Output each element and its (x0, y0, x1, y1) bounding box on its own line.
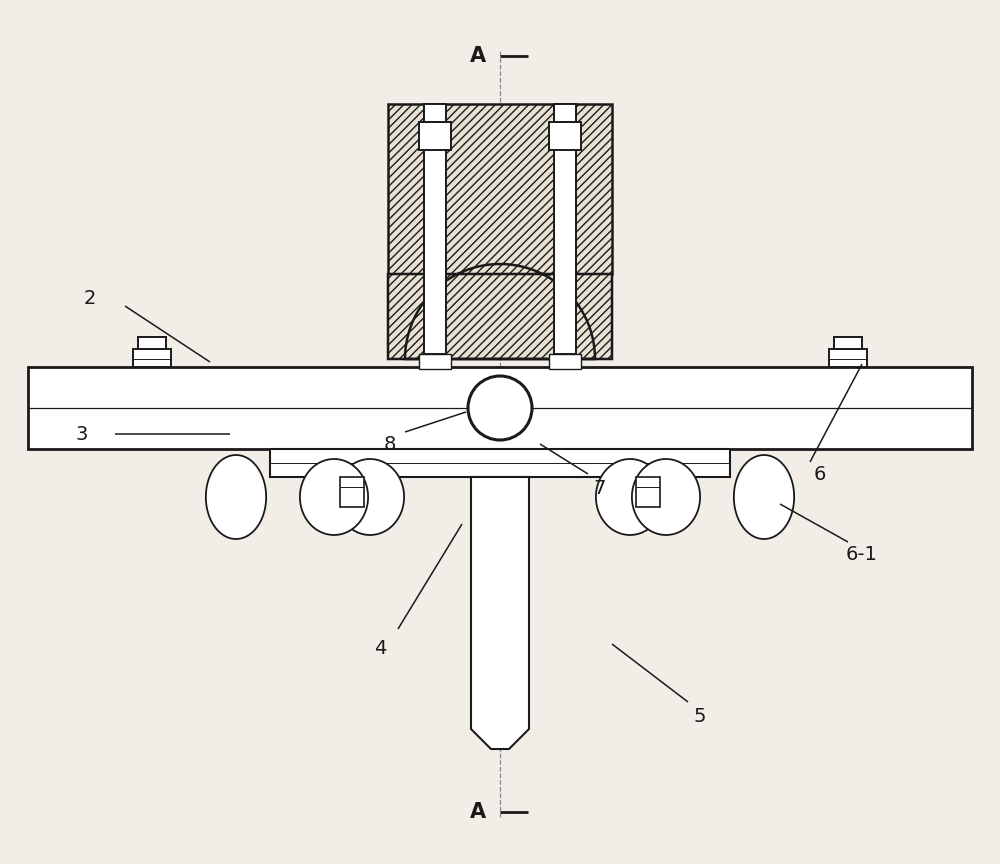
Polygon shape (829, 349, 867, 367)
Polygon shape (549, 122, 581, 150)
Text: 7: 7 (594, 480, 606, 499)
Polygon shape (336, 459, 404, 535)
Polygon shape (596, 459, 664, 535)
Polygon shape (632, 459, 700, 535)
Polygon shape (554, 104, 576, 354)
Polygon shape (138, 337, 166, 349)
Polygon shape (471, 477, 529, 749)
Polygon shape (424, 104, 446, 122)
Polygon shape (388, 264, 612, 359)
Circle shape (468, 376, 532, 440)
Polygon shape (424, 104, 446, 354)
Text: 6-1: 6-1 (846, 544, 878, 563)
Polygon shape (549, 354, 581, 369)
Polygon shape (340, 477, 364, 507)
Text: 4: 4 (374, 639, 386, 658)
Text: A: A (470, 802, 486, 822)
Polygon shape (270, 449, 730, 477)
Polygon shape (834, 337, 862, 349)
Text: 8: 8 (384, 435, 396, 454)
Polygon shape (734, 455, 794, 539)
Polygon shape (554, 104, 576, 122)
Polygon shape (28, 367, 972, 449)
Polygon shape (636, 477, 660, 507)
Text: 2: 2 (84, 289, 96, 308)
Polygon shape (300, 459, 368, 535)
Text: A: A (470, 46, 486, 66)
Polygon shape (419, 354, 451, 369)
Polygon shape (133, 349, 171, 367)
Text: 5: 5 (694, 707, 706, 726)
Polygon shape (206, 455, 266, 539)
Text: 6: 6 (814, 465, 826, 484)
Polygon shape (419, 122, 451, 150)
Polygon shape (388, 104, 612, 274)
Text: 3: 3 (76, 424, 88, 443)
